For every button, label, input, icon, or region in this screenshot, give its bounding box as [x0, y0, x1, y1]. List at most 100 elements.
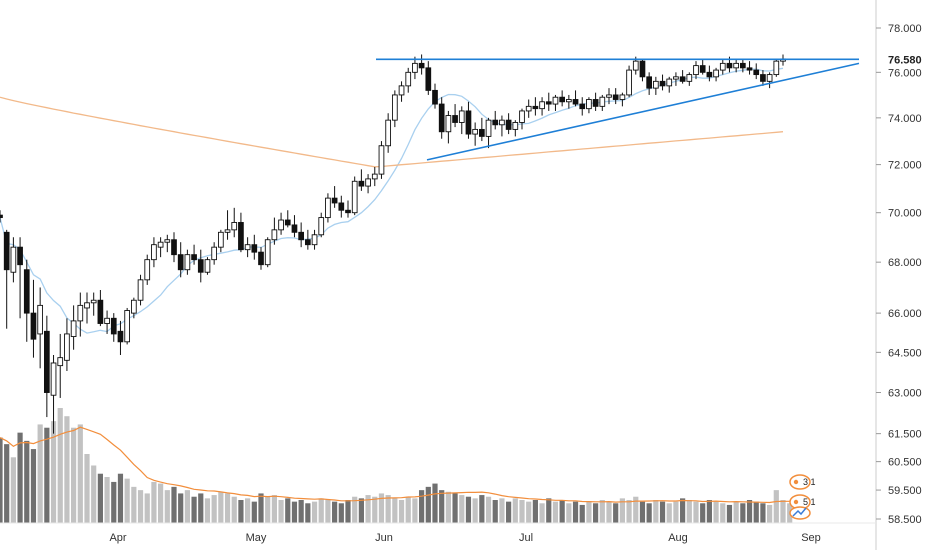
candle-body [626, 69, 632, 96]
drawing-tool-badges[interactable]: 3 1 5 1 [789, 474, 816, 520]
volume-bar [171, 486, 177, 523]
last-price-label: 76.580 [888, 54, 922, 66]
volume-bar [659, 501, 666, 523]
volume-bar [686, 500, 692, 523]
volume-bar [151, 481, 157, 523]
candle-body [391, 94, 398, 121]
volume-bar [405, 496, 411, 523]
volume-bar [164, 490, 170, 523]
candle-body [70, 320, 77, 338]
volume-bar [673, 501, 679, 523]
candle-body [385, 119, 392, 147]
volume-bar [285, 498, 291, 523]
price-tick-label: 59.500 [888, 485, 922, 497]
candle-body [639, 60, 646, 78]
volume-bar [184, 490, 190, 523]
volume-bar [412, 498, 418, 523]
candle-body [137, 279, 144, 301]
volume-bar [305, 503, 311, 523]
candle-body [378, 145, 385, 175]
volume-bar [425, 486, 431, 523]
candle-body [565, 99, 572, 103]
volume-bar [626, 500, 632, 523]
candle-body [666, 78, 673, 87]
volume-bar [378, 493, 385, 523]
candle-body [244, 244, 251, 251]
moving-averages [0, 67, 784, 334]
volume-bar [211, 495, 217, 523]
short-moving-average [0, 67, 784, 334]
volume-bar [158, 483, 164, 523]
volume-bar [680, 498, 686, 523]
volume-bar [419, 490, 425, 523]
candle-body [84, 302, 90, 309]
price-tick-label: 78.000 [888, 23, 922, 35]
volume-bar [17, 432, 23, 523]
price-tick-label: 63.000 [888, 388, 922, 400]
volume-bar [245, 498, 251, 523]
volume-bar [392, 498, 398, 523]
volume-bar [492, 500, 498, 523]
volume-bar [104, 477, 110, 523]
candle-body [338, 202, 345, 211]
candle-body [519, 110, 525, 123]
price-tick-label: 74.000 [888, 113, 922, 125]
candle-body [699, 65, 706, 73]
volume-bar [445, 491, 451, 523]
volume-bar [318, 498, 324, 523]
volume-bar [439, 490, 445, 523]
volume-bar [726, 504, 733, 523]
price-axis[interactable]: 58.500 59.500 60.500 61.500 63.000 64.500 66.0… [876, 23, 922, 526]
badge-label: 3 1 [803, 477, 816, 487]
time-tick-label: Jul [519, 532, 533, 544]
volume-bar [653, 500, 659, 523]
candle-body [3, 231, 10, 271]
volume-bar [131, 486, 137, 523]
volume-bar [198, 493, 204, 523]
volume-bar [365, 495, 371, 523]
candle-body [592, 99, 599, 107]
volume-bar [50, 421, 57, 523]
volume-bar [519, 500, 525, 523]
time-tick-label: Aug [668, 532, 688, 544]
volume-bar [532, 500, 538, 523]
candle-body [458, 110, 465, 123]
volume-bar [345, 500, 351, 523]
candle-body [425, 67, 432, 91]
candle-body [318, 217, 325, 236]
candle-body [197, 259, 204, 273]
candle-body [238, 222, 244, 251]
candle-body [599, 96, 606, 107]
candle-body [753, 69, 760, 76]
price-tick-label: 66.000 [888, 308, 922, 320]
price-tick-label: 76.000 [888, 67, 922, 79]
volume-bar [117, 473, 124, 523]
volume-bar [178, 493, 184, 523]
candle-body [646, 76, 653, 89]
volume-bar [633, 496, 639, 523]
candle-body [10, 246, 17, 273]
time-axis[interactable]: Apr May Jun Jul Aug Sep [109, 532, 820, 544]
candle-body [90, 299, 97, 304]
volume-bar [0, 437, 3, 523]
volume-bar [472, 498, 478, 523]
volume-bar [760, 503, 766, 523]
candle-body [673, 76, 679, 80]
volume-bar [325, 500, 331, 523]
volume-bar [338, 503, 344, 523]
candle-body [472, 128, 479, 135]
candle-body [157, 241, 164, 248]
candle-body [311, 234, 318, 246]
candle-body [726, 62, 733, 69]
candle-body [164, 239, 171, 243]
candle-body [144, 259, 151, 281]
trendlines[interactable] [376, 58, 860, 161]
volume-bar [332, 501, 338, 523]
candle-body [760, 74, 766, 82]
candle-body [532, 105, 539, 110]
volume-bar [77, 424, 83, 523]
candle-body [706, 71, 713, 78]
volume-bar [352, 496, 358, 523]
volume-bar [720, 503, 726, 523]
